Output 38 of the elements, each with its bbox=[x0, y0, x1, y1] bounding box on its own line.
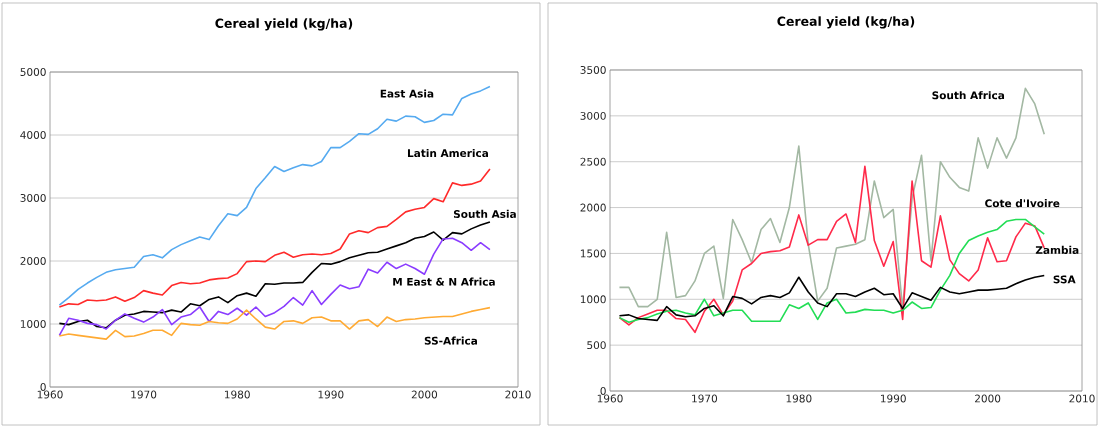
y-tick-label: 0 bbox=[600, 387, 606, 395]
series-label: SSA bbox=[1053, 275, 1076, 284]
x-tick-label: 1960 bbox=[597, 394, 623, 403]
x-tick-label: 1980 bbox=[786, 394, 812, 403]
series-label: Cote d'Ivoire bbox=[985, 199, 1060, 208]
series-label: East Asia bbox=[380, 89, 434, 98]
series-label: Zambia bbox=[1035, 245, 1079, 254]
x-tick-label: 2000 bbox=[975, 394, 1001, 403]
y-tick-label: 1000 bbox=[20, 320, 46, 328]
chart-title: Cereal yield (kg/ha) bbox=[215, 18, 353, 31]
x-tick-label: 1960 bbox=[37, 390, 63, 399]
x-tick-label: 1990 bbox=[318, 390, 344, 399]
y-tick-label: 2000 bbox=[580, 203, 606, 212]
x-tick-label: 1970 bbox=[692, 394, 718, 403]
x-tick-label: 2010 bbox=[505, 390, 531, 399]
y-tick-label: 1000 bbox=[580, 295, 606, 304]
y-tick-label: 3000 bbox=[580, 111, 606, 120]
y-tick-label: 4000 bbox=[20, 131, 46, 139]
series-label: Latin America bbox=[407, 148, 488, 158]
y-tick-label: 500 bbox=[587, 341, 606, 350]
x-tick-label: 1990 bbox=[881, 394, 906, 403]
series-label: M East & N Africa bbox=[393, 277, 495, 286]
x-tick-label: 2000 bbox=[411, 390, 438, 399]
series-label: SS-Africa bbox=[424, 336, 477, 345]
y-tick-label: 3500 bbox=[580, 66, 606, 74]
y-tick-label: 3000 bbox=[20, 194, 46, 202]
x-tick-label: 1980 bbox=[225, 390, 250, 399]
line-series bbox=[618, 274, 1046, 322]
y-tick-label: 1500 bbox=[580, 249, 606, 258]
series-label: South Asia bbox=[453, 209, 516, 219]
x-tick-label: 2010 bbox=[1069, 394, 1095, 403]
y-tick-label: 0 bbox=[40, 383, 46, 391]
y-tick-label: 2500 bbox=[580, 157, 606, 166]
y-tick-label: 5000 bbox=[20, 68, 46, 76]
y-tick-label: 2000 bbox=[20, 257, 46, 265]
series-label: South Africa bbox=[932, 91, 1005, 100]
chart-title: Cereal yield (kg/ha) bbox=[777, 16, 915, 29]
x-tick-label: 1970 bbox=[131, 390, 157, 399]
